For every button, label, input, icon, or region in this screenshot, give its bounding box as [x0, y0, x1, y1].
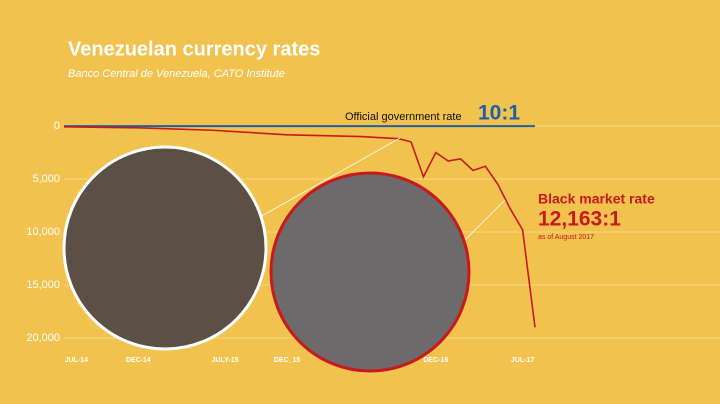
y-tick-label: 10,000: [26, 226, 60, 238]
x-tick-label: DEC-16: [423, 357, 448, 364]
chart-title: Venezuelan currency rates: [68, 38, 320, 60]
black-value: 12,163:1: [538, 208, 621, 231]
x-tick-label: JUL-17: [511, 357, 534, 364]
official-label: Official government rate: [345, 111, 462, 123]
y-tick-label: 15,000: [26, 279, 60, 291]
photo-queue: [269, 171, 471, 373]
y-tick-label: 0: [54, 120, 60, 132]
chart-subtitle: Banco Central de Venezuela, CATO Institu…: [68, 68, 285, 80]
x-tick-label: JUL-14: [65, 357, 88, 364]
official-value: 10:1: [478, 102, 520, 125]
x-tick-label: JULY-15: [212, 357, 239, 364]
photo-leaders: [62, 145, 268, 351]
x-tick-label: DEC-14: [126, 357, 151, 364]
series-line: [63, 126, 536, 328]
y-tick-label: 20,000: [26, 332, 60, 344]
black-note: as of August 2017: [538, 234, 594, 241]
black-label: Black market rate: [538, 191, 655, 207]
y-tick-label: 5,000: [32, 173, 60, 185]
x-tick-label: DEC_15: [274, 357, 301, 364]
